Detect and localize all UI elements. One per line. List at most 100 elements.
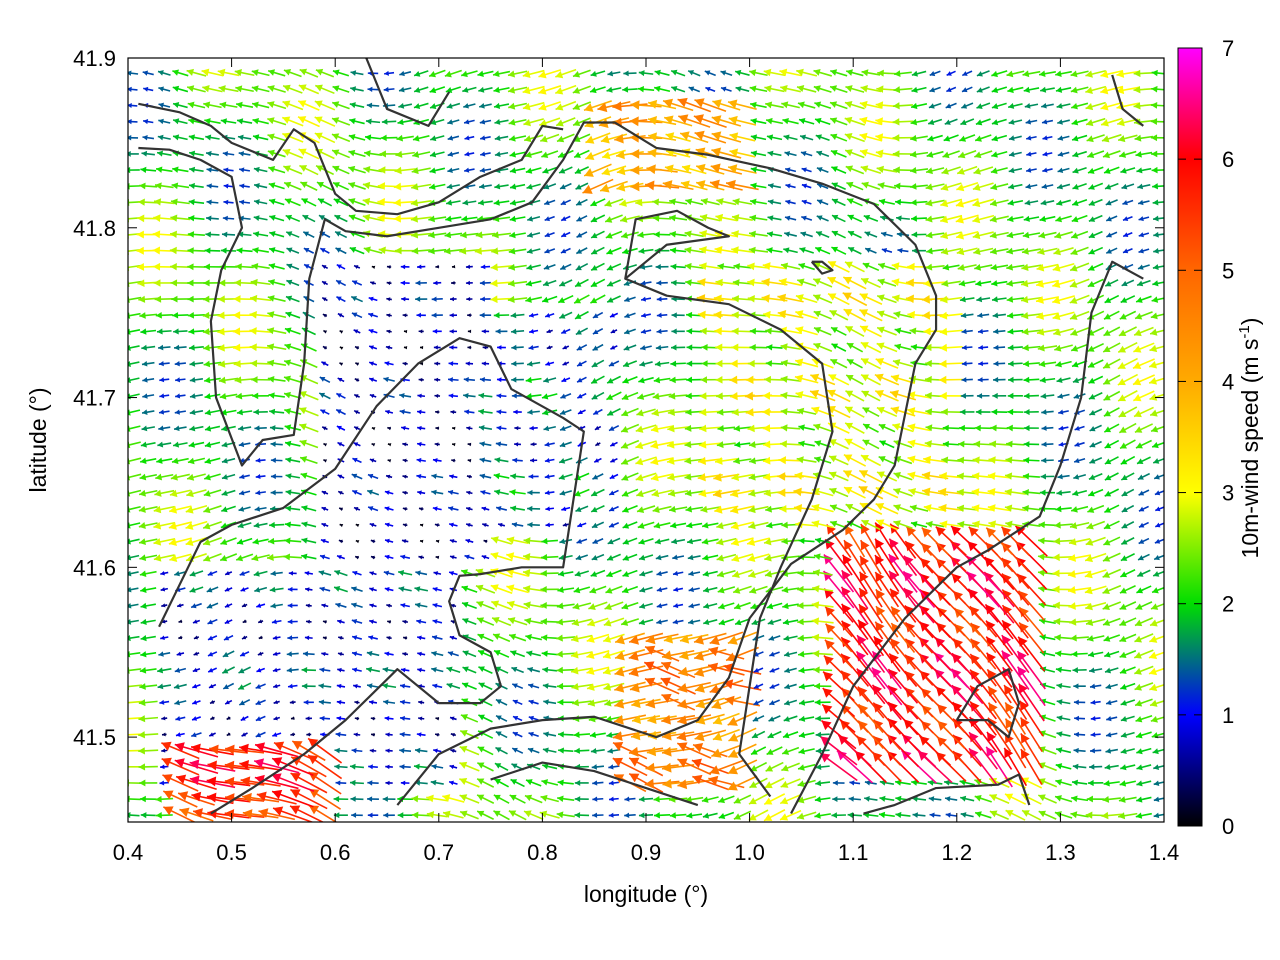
wind-arrow [177,791,215,806]
wind-arrow-head [495,731,502,737]
wind-arrow [459,745,480,756]
wind-arrow [781,746,800,755]
wind-arrow-head [539,810,548,818]
wind-arrow [928,796,942,802]
wind-arrow [558,747,574,754]
wind-arrow-head [306,732,311,737]
wind-arrow-head [384,716,390,721]
wind-arrow-head [351,812,357,818]
wind-arrow [191,732,202,738]
wind-arrow [694,729,727,742]
wind-arrow-head [350,796,356,802]
wind-arrow [558,731,574,738]
wind-arrow [139,779,158,787]
wind-arrow [383,812,395,818]
wind-arrow-head [960,795,967,802]
wind-arrow-head [662,778,672,789]
wind-arrow [138,747,159,755]
wind-arrow [351,748,363,754]
wind-arrow [879,795,895,802]
wind-arrow-head [911,795,918,802]
wind-arrow-head [426,794,434,803]
wind-arrow-head [662,762,672,773]
wind-arrow-head [959,779,966,786]
wind-arrow [411,811,431,819]
wind-arrow-head [367,796,373,802]
wind-arrow-head [161,732,166,737]
wind-arrow [556,811,575,819]
wind-arrow-head [163,790,174,800]
wind-arrow-head [385,764,390,770]
wind-arrow [510,778,525,788]
wind-arrow-head [662,746,672,757]
wind-arrow-head [273,716,278,721]
wind-arrow [367,780,379,786]
wind-arrow [989,810,1009,820]
wind-arrow [692,742,728,758]
wind-arrow-head [748,813,757,821]
wind-arrow [542,747,557,754]
wind-arrow [1037,794,1057,804]
wind-arrow [661,762,695,773]
wind-arrow-head [336,716,342,721]
wind-arrow [179,807,214,822]
wind-arrow [385,764,393,770]
wind-arrow [1054,795,1073,803]
wind-arrow [686,812,703,819]
wind-arrow [1136,796,1152,803]
wind-arrow [1118,796,1137,803]
wind-arrow [254,742,299,758]
wind-arrow-shaft [128,716,144,720]
wind-arrow [765,761,784,772]
wind-arrow [872,719,901,750]
wind-arrow [815,764,830,770]
wind-arrow-head [558,731,564,738]
wind-arrow [887,717,919,752]
wind-arrow [780,778,801,788]
wind-arrow [1135,731,1152,739]
wind-arrow [676,730,712,742]
wind-arrow [384,716,394,721]
wind-arrow [1119,780,1136,787]
wind-arrow-head [1070,811,1078,819]
wind-arrow [878,811,895,819]
wind-arrow [162,790,198,808]
wind-arrow [766,746,783,756]
wind-arrow-head [728,732,739,742]
wind-arrow [512,715,523,722]
wind-arrow [161,748,168,753]
wind-arrow-head [1005,810,1014,817]
wind-arrow-head [209,732,214,737]
wind-arrow [832,780,845,786]
wind-arrow [354,716,360,721]
wind-arrow [1104,764,1119,771]
wind-arrow-head [161,741,172,751]
wind-arrow [1152,748,1164,755]
wind-arrow-head [895,795,902,802]
wind-arrow-head [128,651,131,658]
wind-arrow-head [383,812,389,818]
wind-arrow-head [928,796,935,802]
wind-arrow [353,732,361,737]
wind-arrow [592,796,604,802]
wind-arrow [273,741,312,760]
wind-arrow-head [864,796,870,802]
wind-arrow-head [138,715,146,723]
wind-arrow-head [128,795,130,803]
wind-arrow [528,731,539,738]
wind-arrow-head [693,742,704,753]
wind-arrow [751,730,766,739]
wind-arrow-head [255,716,262,721]
wind-arrow-head [838,735,849,745]
wind-arrow [1072,763,1087,770]
wind-arrow-head [989,777,998,785]
wind-arrow-head [612,742,624,752]
wind-arrow-head [1072,763,1079,770]
wind-arrow [512,731,523,738]
wind-arrow-head [290,773,301,782]
wind-arrow [646,746,678,757]
wind-arrow-head [718,796,726,804]
wind-arrow [911,795,927,802]
wind-arrow [161,732,167,737]
wind-arrow [540,794,559,803]
